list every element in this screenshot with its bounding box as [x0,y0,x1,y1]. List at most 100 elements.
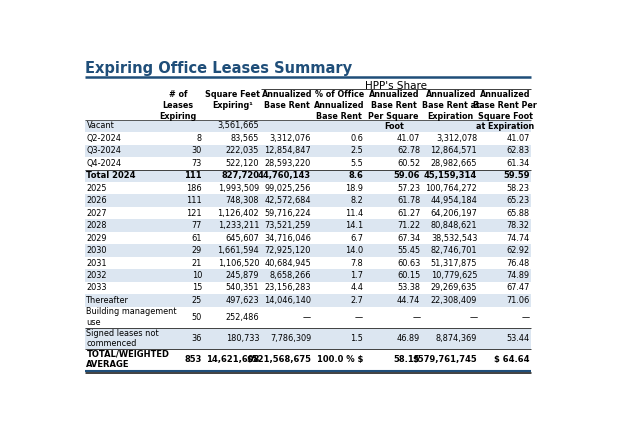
Text: 62.83: 62.83 [506,147,529,155]
Text: —: — [355,313,364,322]
Text: 8.6: 8.6 [348,171,364,180]
Text: 2026: 2026 [86,196,107,205]
Text: 8.2: 8.2 [351,196,364,205]
Text: 36: 36 [191,334,202,343]
Text: 2030: 2030 [86,246,107,255]
Text: 22,308,409: 22,308,409 [431,296,477,305]
Text: 74.89: 74.89 [506,271,529,280]
Text: 61.27: 61.27 [397,209,420,218]
Text: 14,046,140: 14,046,140 [264,296,311,305]
Text: 14.0: 14.0 [345,246,364,255]
Text: 44.74: 44.74 [397,296,420,305]
Bar [85,269,531,282]
Text: 1,993,509: 1,993,509 [218,184,259,193]
Bar [85,120,531,132]
Text: 245,879: 245,879 [225,271,259,280]
Text: 67.47: 67.47 [506,283,529,293]
Text: 5.5: 5.5 [351,159,364,168]
Text: 71.06: 71.06 [506,296,529,305]
Text: 44,760,143: 44,760,143 [258,171,311,180]
Text: 522,120: 522,120 [225,159,259,168]
Text: 748,308: 748,308 [225,196,259,205]
Text: 50: 50 [192,313,202,322]
Text: 42,572,684: 42,572,684 [264,196,311,205]
Text: 14.1: 14.1 [345,221,364,230]
Text: 59.06: 59.06 [394,171,420,180]
Text: —: — [303,313,311,322]
Text: 1.7: 1.7 [350,271,364,280]
Text: 78.32: 78.32 [506,221,529,230]
Text: 7,786,309: 7,786,309 [270,334,311,343]
Text: 40,684,945: 40,684,945 [264,259,311,268]
Text: 2033: 2033 [86,283,107,293]
Text: % of Office
Annualized
Base Rent: % of Office Annualized Base Rent [314,90,364,121]
Text: 82,746,701: 82,746,701 [431,246,477,255]
Text: 1,106,520: 1,106,520 [218,259,259,268]
Text: 2031: 2031 [86,259,107,268]
Text: 61: 61 [191,233,202,242]
Text: 29,269,635: 29,269,635 [431,283,477,293]
Text: 10,779,625: 10,779,625 [431,271,477,280]
Text: 12,864,571: 12,864,571 [431,147,477,155]
Text: 71.22: 71.22 [397,221,420,230]
Text: 6.7: 6.7 [350,233,364,242]
Text: 100.0 % $: 100.0 % $ [317,355,364,364]
Text: 76.48: 76.48 [506,259,529,268]
Text: 51,317,875: 51,317,875 [431,259,477,268]
Text: 62.78: 62.78 [397,147,420,155]
Text: 1,126,402: 1,126,402 [218,209,259,218]
Text: 8: 8 [197,134,202,143]
Text: 64,206,197: 64,206,197 [431,209,477,218]
Text: 827,720: 827,720 [221,171,259,180]
Text: 44,954,184: 44,954,184 [431,196,477,205]
Text: —: — [521,313,529,322]
Text: $579,761,745: $579,761,745 [413,355,477,364]
Text: 1,233,211: 1,233,211 [218,221,259,230]
Text: Expiring Office Leases Summary: Expiring Office Leases Summary [85,61,352,76]
Text: 3,561,665: 3,561,665 [218,121,259,130]
Text: 77: 77 [192,221,202,230]
Text: 61.78: 61.78 [397,196,420,205]
Text: $521,568,675: $521,568,675 [246,355,311,364]
Text: 67.34: 67.34 [397,233,420,242]
Text: 15: 15 [191,283,202,293]
Text: 540,351: 540,351 [225,283,259,293]
Text: 7.8: 7.8 [351,259,364,268]
Text: 60.52: 60.52 [397,159,420,168]
Bar [85,328,531,349]
Text: 111: 111 [184,171,202,180]
Text: 60.63: 60.63 [397,259,420,268]
Text: Annualized
Base Rent: Annualized Base Rent [262,90,312,110]
Text: Total 2024: Total 2024 [86,171,136,180]
Text: 100,764,272: 100,764,272 [426,184,477,193]
Text: 2.7: 2.7 [351,296,364,305]
Text: 1,661,594: 1,661,594 [218,246,259,255]
Text: 497,623: 497,623 [225,296,259,305]
Text: HPP's Share: HPP's Share [365,81,428,91]
Text: Q4-2024: Q4-2024 [86,159,122,168]
Text: 12,854,847: 12,854,847 [264,147,311,155]
Text: 1.5: 1.5 [350,334,364,343]
Text: 53.44: 53.44 [506,334,529,343]
Text: 111: 111 [186,196,202,205]
Text: 53.38: 53.38 [397,283,420,293]
Text: 61.34: 61.34 [506,159,529,168]
Text: 65.23: 65.23 [506,196,529,205]
Text: 29: 29 [192,246,202,255]
Text: —: — [412,313,420,322]
Text: Annualized
Base Rent at
Expiration: Annualized Base Rent at Expiration [422,90,479,121]
Text: 80,848,621: 80,848,621 [431,221,477,230]
Text: 34,716,046: 34,716,046 [264,233,311,242]
Text: 45,159,314: 45,159,314 [424,171,477,180]
Text: 28,593,220: 28,593,220 [265,159,311,168]
Text: # of
Leases
Expiring: # of Leases Expiring [159,90,196,121]
Text: 853: 853 [185,355,202,364]
Text: 645,607: 645,607 [225,233,259,242]
Text: 4.4: 4.4 [350,283,364,293]
Text: 23,156,283: 23,156,283 [264,283,311,293]
Text: Annualized
Base Rent
Per Square
Foot: Annualized Base Rent Per Square Foot [369,90,419,131]
Text: Signed leases not
commenced: Signed leases not commenced [86,328,159,348]
Text: 252,486: 252,486 [225,313,259,322]
Text: Q2-2024: Q2-2024 [86,134,122,143]
Text: Thereafter: Thereafter [86,296,129,305]
